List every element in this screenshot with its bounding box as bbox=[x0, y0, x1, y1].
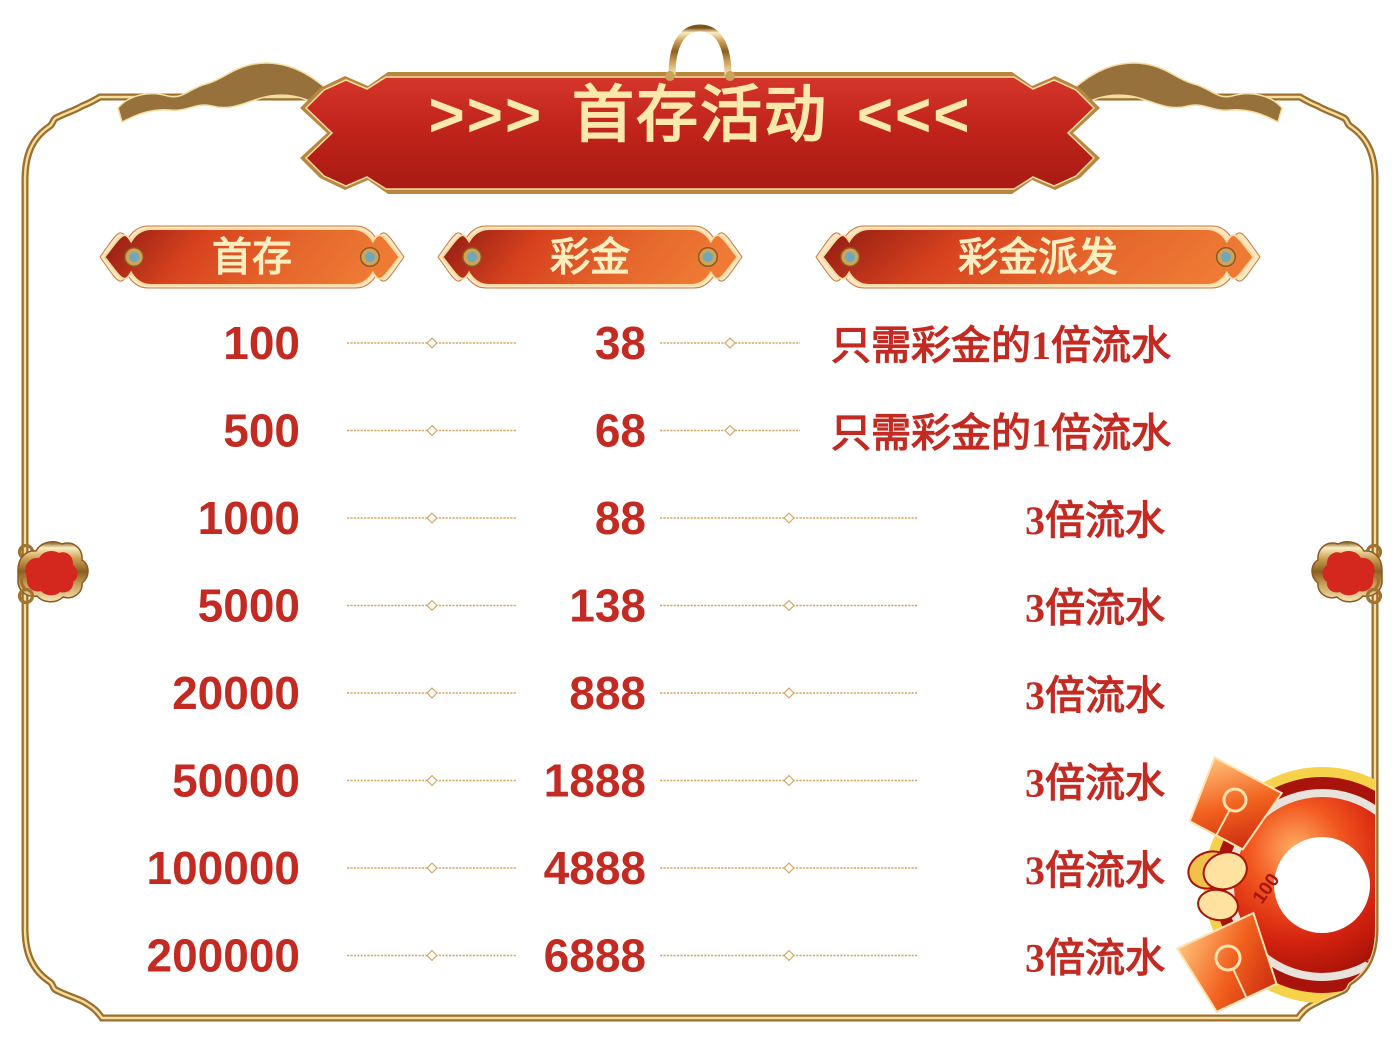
svg-text:只需彩金的1倍流水: 只需彩金的1倍流水 bbox=[831, 411, 1172, 456]
svg-text:彩金派发: 彩金派发 bbox=[958, 235, 1118, 280]
svg-text:彩金: 彩金 bbox=[550, 235, 631, 280]
svg-text:3倍流水: 3倍流水 bbox=[1025, 673, 1166, 718]
svg-text:38: 38 bbox=[595, 317, 646, 369]
svg-text:100: 100 bbox=[223, 317, 300, 369]
svg-text:4888: 4888 bbox=[544, 842, 646, 894]
svg-text:3倍流水: 3倍流水 bbox=[1025, 936, 1166, 981]
svg-text:6888: 6888 bbox=[544, 930, 646, 982]
svg-text:1888: 1888 bbox=[544, 755, 646, 807]
svg-text:5000: 5000 bbox=[198, 580, 300, 632]
svg-text:88: 88 bbox=[595, 492, 646, 544]
svg-text:3倍流水: 3倍流水 bbox=[1025, 761, 1166, 806]
svg-text:200000: 200000 bbox=[147, 930, 301, 982]
svg-text:3倍流水: 3倍流水 bbox=[1025, 586, 1166, 631]
svg-text:3倍流水: 3倍流水 bbox=[1025, 848, 1166, 893]
svg-text:>>> 首存活动 <<<: >>> 首存活动 <<< bbox=[429, 81, 972, 150]
svg-text:只需彩金的1倍流水: 只需彩金的1倍流水 bbox=[831, 323, 1172, 368]
svg-text:50000: 50000 bbox=[172, 755, 300, 807]
svg-text:3倍流水: 3倍流水 bbox=[1025, 498, 1166, 543]
svg-text:100000: 100000 bbox=[147, 842, 301, 894]
svg-text:20000: 20000 bbox=[172, 667, 300, 719]
svg-text:138: 138 bbox=[569, 580, 646, 632]
svg-text:首存: 首存 bbox=[212, 236, 292, 280]
svg-text:1000: 1000 bbox=[198, 492, 300, 544]
svg-text:888: 888 bbox=[569, 667, 646, 719]
svg-text:500: 500 bbox=[223, 405, 300, 457]
svg-text:68: 68 bbox=[595, 405, 646, 457]
